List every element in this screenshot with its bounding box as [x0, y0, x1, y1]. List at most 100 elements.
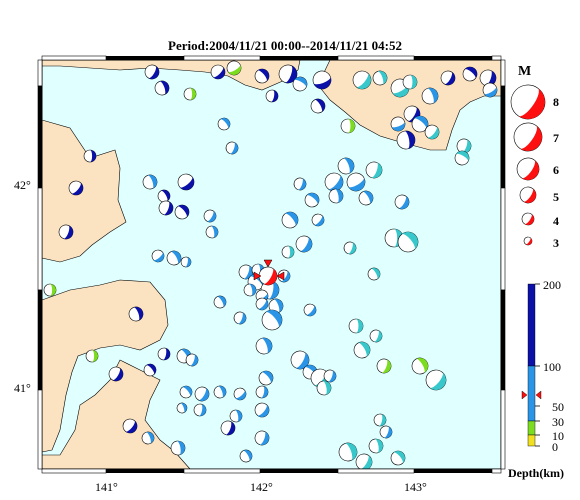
lon-label-141: 141°: [95, 480, 118, 494]
focal-mechanism: [180, 256, 192, 268]
frame-tick: [260, 56, 338, 60]
mainshock-marker: [263, 259, 273, 268]
focal-mechanism: [170, 440, 186, 456]
magnitude-legend-title: M: [518, 64, 532, 79]
focal-mechanism: [179, 385, 193, 399]
frame-tick: [260, 469, 338, 473]
focal-mechanism: [217, 117, 231, 131]
focal-mechanism: [295, 235, 313, 253]
focal-mechanism: [424, 124, 440, 140]
focal-mechanism: [462, 66, 478, 82]
magnitude-legend-symbol: [510, 84, 546, 120]
focal-mechanism: [292, 76, 308, 92]
frame-tick: [491, 468, 502, 474]
focal-mechanism: [154, 80, 170, 96]
focal-mechanism: [213, 385, 227, 399]
focal-mechanism: [338, 442, 358, 462]
focal-mechanism: [108, 366, 124, 382]
focal-mechanism: [122, 418, 138, 434]
focal-mechanism: [456, 138, 472, 154]
focal-mechanism: [303, 303, 317, 317]
focal-mechanism: [254, 430, 270, 446]
focal-mechanism: [141, 431, 155, 445]
focal-mechanism: [83, 149, 97, 163]
focal-mechanism: [176, 402, 188, 414]
frame-tick: [500, 389, 506, 470]
focal-mechanism: [281, 211, 299, 229]
mainshock-focal-mechanism: [258, 266, 278, 286]
frame-tick: [37, 85, 43, 189]
frame-tick: [414, 56, 492, 60]
focal-mechanism: [255, 385, 269, 399]
focal-mechanism: [193, 403, 207, 417]
focal-mechanism: [229, 409, 243, 423]
focal-mechanism: [304, 192, 320, 208]
map-title: Period:2004/11/21 00:00--2014/11/21 04:5…: [168, 38, 402, 53]
focal-mechanism: [316, 380, 332, 396]
frame-tick: [500, 59, 506, 87]
focal-mechanism: [421, 87, 439, 105]
focal-mechanism: [293, 177, 307, 191]
frame-tick: [500, 187, 506, 291]
focal-mechanism: [144, 64, 160, 80]
focal-mechanism: [324, 172, 344, 192]
magnitude-label-7: 7: [553, 131, 559, 145]
focal-mechanism: [340, 118, 356, 134]
magnitude-label-5: 5: [553, 190, 559, 204]
frame-tick: [106, 56, 184, 60]
shimokita-peninsula: [41, 279, 169, 453]
focal-mechanism: [311, 213, 325, 227]
frame-tick: [37, 389, 43, 470]
focal-mechanism: [373, 413, 387, 427]
focal-mechanism: [143, 363, 157, 377]
depth-bar-deep: [527, 283, 536, 367]
focal-mechanism: [58, 224, 74, 240]
focal-mechanism: [151, 249, 165, 263]
focal-mechanism: [390, 450, 406, 466]
depth-tick-10: 10: [552, 429, 564, 443]
depth-tick-100: 100: [543, 360, 561, 374]
focal-mechanism: [185, 353, 199, 367]
magnitude-legend-symbol: [516, 157, 540, 181]
focal-mechanism: [258, 370, 274, 386]
frame-tick: [337, 55, 415, 61]
focal-mechanism: [43, 283, 57, 297]
focal-mechanism: [355, 453, 373, 471]
focal-mechanism: [238, 264, 254, 280]
focal-mechanism: [372, 70, 388, 86]
depth-legend-title: Depth(km): [508, 466, 564, 480]
focal-mechanism: [482, 82, 498, 98]
focal-mechanism: [367, 267, 381, 281]
mainshock-marker: [276, 271, 285, 281]
focal-mechanism: [343, 241, 357, 255]
depth-tick-50: 50: [552, 400, 564, 414]
magnitude-legend-symbol: [521, 212, 535, 226]
focal-mechanism: [396, 130, 416, 150]
focal-mechanism: [337, 157, 355, 175]
frame-tick: [106, 469, 184, 473]
focal-mechanism: [255, 297, 269, 311]
focal-mechanism: [233, 311, 247, 325]
focal-mechanism: [278, 64, 298, 84]
focal-mechanism: [369, 329, 383, 343]
magnitude-legend-symbol: [513, 122, 543, 152]
focal-mechanism: [379, 425, 393, 439]
depth-bar-shallow: [527, 420, 536, 436]
focal-mechanism: [174, 204, 190, 220]
focal-mechanism: [213, 295, 227, 309]
frame-tick: [37, 59, 43, 87]
lat-label-41: 41°: [14, 381, 31, 395]
focal-mechanism: [376, 358, 392, 374]
focal-mechanism: [254, 402, 270, 418]
focal-mechanism: [290, 350, 310, 370]
focal-mechanism: [397, 231, 419, 253]
depth-marker-left: [521, 390, 528, 400]
focal-mechanism: [310, 98, 326, 114]
focal-mechanism: [226, 60, 242, 76]
depth-marker-right: [535, 390, 542, 400]
focal-mechanism: [128, 306, 144, 322]
magnitude-label-8: 8: [553, 95, 559, 109]
focal-mechanism: [323, 369, 337, 383]
focal-mechanism: [312, 70, 332, 90]
frame-tick: [41, 55, 107, 61]
